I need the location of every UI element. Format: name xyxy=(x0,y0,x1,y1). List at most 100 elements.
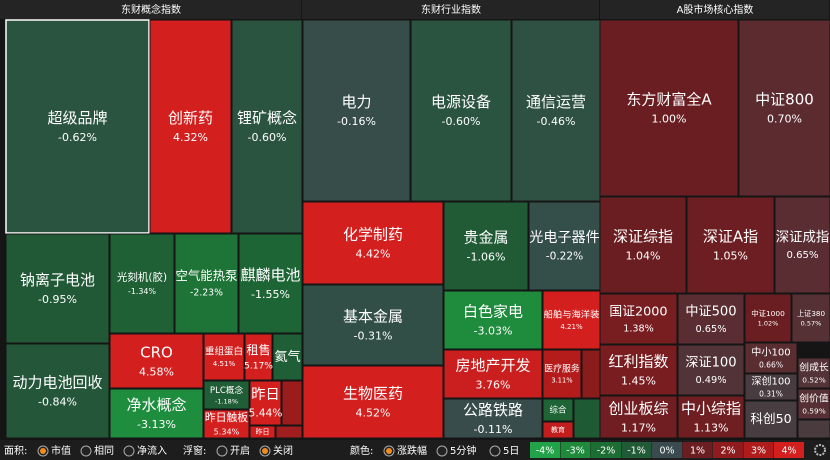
tile[interactable] xyxy=(302,365,444,439)
tile[interactable] xyxy=(410,19,512,202)
tile[interactable] xyxy=(302,201,444,285)
tile[interactable] xyxy=(5,343,110,439)
tile-change: -0.22% xyxy=(546,251,583,263)
tile[interactable] xyxy=(443,349,543,399)
tile[interactable] xyxy=(528,201,601,291)
tile-name: 通信运营 xyxy=(526,93,586,111)
tile-name: 白色家电 xyxy=(463,302,523,320)
tile-change: 5.17% xyxy=(244,362,273,372)
panel-header xyxy=(0,0,301,19)
tile[interactable] xyxy=(109,233,175,334)
tile[interactable] xyxy=(238,233,303,334)
radio[interactable] xyxy=(80,445,92,457)
tile-change: 1.38% xyxy=(623,324,653,335)
tile[interactable] xyxy=(744,342,798,374)
tile[interactable] xyxy=(542,349,582,399)
tile-name: 深证成指 xyxy=(776,230,830,246)
radio-label[interactable]: 净流入 xyxy=(137,444,167,457)
tile-change: 1.17% xyxy=(621,421,656,434)
radio[interactable] xyxy=(216,445,228,457)
tile-change: 1.04% xyxy=(626,249,661,262)
panel-header xyxy=(302,0,599,19)
radio-label[interactable]: 关闭 xyxy=(273,444,293,457)
tile[interactable] xyxy=(542,421,574,439)
tile[interactable] xyxy=(249,380,282,426)
tile[interactable] xyxy=(244,333,273,381)
tile[interactable] xyxy=(511,19,601,202)
tile[interactable] xyxy=(203,380,250,410)
tile-name: 国证2000 xyxy=(609,304,667,319)
tile[interactable] xyxy=(599,196,687,294)
tile-name: 钠离子电池 xyxy=(20,271,95,289)
tile[interactable] xyxy=(744,400,798,439)
radio-label[interactable]: 5分钟 xyxy=(450,444,476,457)
legend-label: 2% xyxy=(720,446,735,457)
tile[interactable] xyxy=(231,19,303,234)
tile[interactable] xyxy=(149,19,232,234)
tile-name: 创业板综 xyxy=(608,399,668,417)
tile[interactable] xyxy=(599,19,739,197)
tile[interactable] xyxy=(744,293,792,343)
tile[interactable] xyxy=(109,333,204,389)
tile[interactable] xyxy=(797,388,830,420)
tile[interactable] xyxy=(272,333,303,381)
tile[interactable] xyxy=(203,333,245,381)
tile[interactable] xyxy=(744,373,798,401)
tile-change: -0.31% xyxy=(354,329,393,342)
legend-label: 1% xyxy=(690,446,705,457)
tile[interactable] xyxy=(203,409,250,439)
settings-icon[interactable] xyxy=(814,444,826,456)
tile[interactable] xyxy=(599,395,678,439)
tile-name: PLC概念 xyxy=(210,384,244,396)
tile-change: 0.31% xyxy=(759,390,783,399)
tile[interactable] xyxy=(677,293,745,345)
tile[interactable] xyxy=(443,201,529,291)
tile-change: -1.55% xyxy=(251,288,290,301)
tile[interactable] xyxy=(599,344,678,396)
small-tile xyxy=(573,398,601,439)
tile[interactable] xyxy=(677,395,745,439)
radio-label[interactable]: 涨跌幅 xyxy=(397,444,427,457)
tile-name: 氦气 xyxy=(274,349,300,365)
tile-name: 中小综指 xyxy=(681,399,741,417)
tile[interactable] xyxy=(686,196,775,294)
tile[interactable] xyxy=(302,19,411,202)
tile[interactable] xyxy=(5,233,110,344)
legend-label: 3% xyxy=(751,446,766,457)
legend-swatch xyxy=(591,442,621,458)
tile[interactable] xyxy=(599,293,678,345)
tile-change: 0.59% xyxy=(802,406,825,415)
tile-change: 4.52% xyxy=(356,406,391,419)
tile[interactable] xyxy=(249,425,276,439)
tile[interactable] xyxy=(738,19,830,197)
legend-swatch xyxy=(743,442,774,458)
tile[interactable] xyxy=(797,357,830,389)
radio-label[interactable]: 5日 xyxy=(503,446,519,457)
radio[interactable] xyxy=(123,445,135,457)
legend-swatch xyxy=(621,442,652,458)
tile[interactable] xyxy=(542,398,574,422)
tile-change: 4.32% xyxy=(173,131,208,144)
tile[interactable] xyxy=(542,290,601,350)
tile[interactable] xyxy=(5,19,150,234)
tile[interactable] xyxy=(109,388,204,439)
tile[interactable] xyxy=(677,344,745,396)
small-tile xyxy=(281,380,303,426)
tile[interactable] xyxy=(174,233,239,334)
tile-change: 4.51% xyxy=(213,359,236,368)
tile[interactable] xyxy=(791,293,830,343)
tile-name: 上证380 xyxy=(797,309,826,318)
radio-label[interactable]: 市值 xyxy=(51,444,71,457)
tile-name: 基本金属 xyxy=(343,307,403,325)
tile-name: 空气能热泵 xyxy=(176,268,238,283)
tile[interactable] xyxy=(302,284,444,366)
tile[interactable] xyxy=(443,290,543,350)
tile-name: 昨日 xyxy=(256,427,270,436)
radio[interactable] xyxy=(489,445,501,457)
radio[interactable] xyxy=(436,445,448,457)
small-tile xyxy=(581,349,601,399)
radio-label[interactable]: 相同 xyxy=(94,444,114,457)
tile[interactable] xyxy=(774,196,830,294)
radio-label[interactable]: 开启 xyxy=(230,444,250,457)
tile[interactable] xyxy=(443,398,543,439)
